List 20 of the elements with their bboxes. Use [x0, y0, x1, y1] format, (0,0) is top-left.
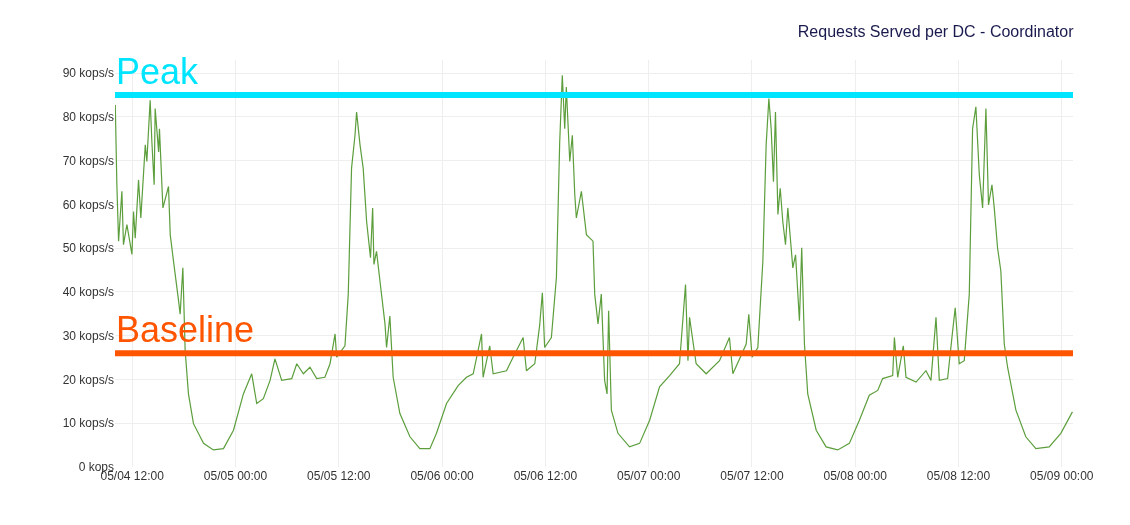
x-tick-label: 05/07 00:00: [616, 469, 681, 483]
x-tick-label: 05/05 12:00: [307, 469, 371, 483]
y-tick-label: 70 kops/s: [62, 153, 114, 168]
ref-line-label: Peak: [116, 51, 200, 92]
y-tick-label: 30 kops/s: [62, 328, 114, 343]
x-tick-label: 05/07 12:00: [720, 469, 784, 483]
x-tick-label: 05/08 12:00: [926, 469, 991, 483]
y-tick-label: 50 kops/s: [62, 241, 114, 256]
y-tick-label: 20 kops/s: [62, 372, 114, 387]
x-tick-label: 05/09 00:00: [1030, 469, 1094, 483]
x-tick-label: 05/06 00:00: [410, 469, 475, 483]
y-tick-label: 40 kops/s: [62, 285, 114, 300]
chart-title: Requests Served per DC - Coordinator: [797, 23, 1075, 41]
y-tick-label: 80 kops/s: [62, 110, 114, 125]
x-tick-label: 05/05 00:00: [203, 469, 268, 483]
y-tick-label: 60 kops/s: [62, 197, 114, 212]
x-tick-label: 05/06 12:00: [513, 469, 578, 483]
y-tick-label: 10 kops/s: [62, 416, 114, 431]
y-tick-label: 90 kops/s: [62, 66, 114, 81]
x-tick-label: 05/08 00:00: [823, 469, 888, 483]
